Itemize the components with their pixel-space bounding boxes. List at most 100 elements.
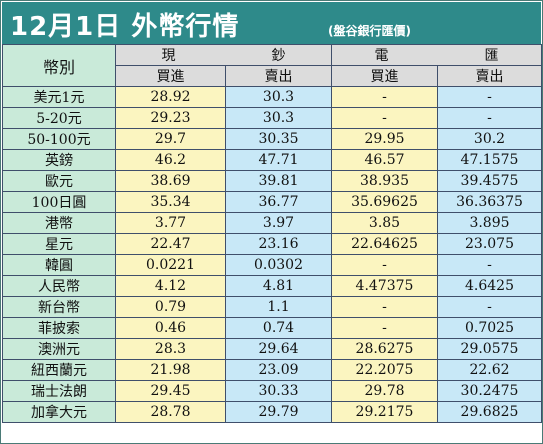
cash-sell-header: 賣出 (225, 65, 332, 87)
cash-sell-value: 47.71 (225, 149, 332, 171)
wire-sell-value: 30.2475 (437, 380, 542, 402)
wire-buy-header: 買進 (331, 65, 438, 87)
wire-buy-value: - (331, 317, 438, 339)
currency-name: 新台幣 (2, 296, 116, 318)
wire-buy-value: 38.935 (331, 170, 438, 192)
cash-sell-value: 30.33 (225, 380, 332, 402)
currency-name: 紐西蘭元 (2, 359, 116, 381)
currency-name: 50-100元 (2, 128, 116, 150)
cash-buy-value: 28.92 (115, 86, 226, 108)
wire-sell-value: 3.895 (437, 212, 542, 234)
cash-sell-value: 29.64 (225, 338, 332, 360)
table-row: 港幣 3.77 3.97 3.85 3.895 (2, 212, 542, 234)
table-row: 100日圓 35.34 36.77 35.69625 36.36375 (2, 191, 542, 213)
table-row: 菲披索 0.46 0.74-0.7025 (2, 317, 542, 339)
wire-sell-value: 29.0575 (437, 338, 542, 360)
wire-group-header: 電匯 (331, 44, 542, 66)
wire-buy-value: 29.78 (331, 380, 438, 402)
wire-sell-value: 47.1575 (437, 149, 542, 171)
wire-buy-value: 22.2075 (331, 359, 438, 381)
wire-buy-value: 35.69625 (331, 191, 438, 213)
wire-buy-value: - (331, 296, 438, 318)
wire-sell-value: 0.7025 (437, 317, 542, 339)
cash-buy-value: 3.77 (115, 212, 226, 234)
page-title: 12月1日 外幣行情 (10, 12, 240, 42)
cash-buy-value: 28.3 (115, 338, 226, 360)
wire-sell-value: - (437, 296, 542, 318)
wire-buy-value: 4.47375 (331, 275, 438, 297)
cash-sell-value: 0.74 (225, 317, 332, 339)
wire-buy-value: 22.64625 (331, 233, 438, 255)
wire-sell-value: 29.6825 (437, 401, 542, 423)
cash-sell-value: 29.79 (225, 401, 332, 423)
cash-buy-value: 29.7 (115, 128, 226, 150)
currency-name: 瑞士法朗 (2, 380, 116, 402)
wire-sell-header: 賣出 (437, 65, 542, 87)
cash-buy-value: 35.34 (115, 191, 226, 213)
cash-sell-value: 39.81 (225, 170, 332, 192)
wire-sell-value: 39.4575 (437, 170, 542, 192)
cash-sell-value: 3.97 (225, 212, 332, 234)
table-row: 英鎊 46.2 47.71 46.57 47.1575 (2, 149, 542, 171)
wire-sell-value: - (437, 86, 542, 108)
wire-sell-value: 4.6425 (437, 275, 542, 297)
cash-buy-value: 0.0221 (115, 254, 226, 276)
wire-sell-value: 30.2 (437, 128, 542, 150)
cash-group-header: 現鈔 (115, 44, 332, 66)
cash-buy-value: 21.98 (115, 359, 226, 381)
cash-buy-value: 0.46 (115, 317, 226, 339)
table-row: 澳洲元 28.3 29.64 28.6275 29.0575 (2, 338, 542, 360)
currency-column-header: 幣別 (2, 44, 116, 87)
group-header-row: 幣別 現鈔 電匯 (2, 44, 542, 87)
cash-buy-value: 38.69 (115, 170, 226, 192)
table-row: 新台幣 0.79 1.1- - (2, 296, 542, 318)
wire-buy-value: 3.85 (331, 212, 438, 234)
table-row: 人民幣 4.12 4.81 4.47375 4.6425 (2, 275, 542, 297)
cash-sell-value: 23.16 (225, 233, 332, 255)
currency-name: 歐元 (2, 170, 116, 192)
cash-sell-value: 23.09 (225, 359, 332, 381)
cash-sell-value: 4.81 (225, 275, 332, 297)
cash-buy-value: 0.79 (115, 296, 226, 318)
exchange-rate-table: 幣別 現鈔 電匯 買進 賣出 買進 賣出 美元1元 28.92 30.3- -5-20… (2, 44, 542, 423)
cash-sell-value: 30.35 (225, 128, 332, 150)
cash-sell-value: 36.77 (225, 191, 332, 213)
table-row: 瑞士法朗 29.45 30.33 29.78 30.2475 (2, 380, 542, 402)
wire-sell-value: 23.075 (437, 233, 542, 255)
currency-name: 英鎊 (2, 149, 116, 171)
currency-name: 港幣 (2, 212, 116, 234)
sub-header-row: 買進 賣出 買進 賣出 (3, 65, 542, 87)
wire-group-char-2: 匯 (484, 48, 499, 64)
table-row: 星元 22.47 23.16 22.64625 23.075 (2, 233, 542, 255)
cash-group-char-1: 現 (161, 48, 176, 64)
cash-buy-value: 29.45 (115, 380, 226, 402)
rate-rows: 美元1元 28.92 30.3- -5-20元 29.23 30.3- -50-100元 29… (2, 86, 542, 423)
table-row: 50-100元 29.7 30.35 29.95 30.2 (2, 128, 542, 150)
wire-sell-value: 22.62 (437, 359, 542, 381)
currency-name: 星元 (2, 233, 116, 255)
wire-buy-value: 28.6275 (331, 338, 438, 360)
currency-name: 菲披索 (2, 317, 116, 339)
cash-sell-value: 0.0302 (225, 254, 332, 276)
table-row: 歐元 38.69 39.81 38.935 39.4575 (2, 170, 542, 192)
cash-buy-value: 46.2 (115, 149, 226, 171)
cash-sell-value: 30.3 (225, 107, 332, 129)
table-row: 紐西蘭元 21.98 23.09 22.2075 22.62 (2, 359, 542, 381)
cash-buy-header: 買進 (115, 65, 226, 87)
title-banner: 12月1日 外幣行情 (盤谷銀行匯價) (2, 2, 541, 44)
wire-group-char-1: 電 (374, 48, 389, 64)
currency-name: 100日圓 (2, 191, 116, 213)
source-label: (盤谷銀行匯價) (328, 24, 411, 38)
wire-buy-value: 29.2175 (331, 401, 438, 423)
wire-sell-value: - (437, 107, 542, 129)
wire-sell-value: 36.36375 (437, 191, 542, 213)
cash-buy-value: 4.12 (115, 275, 226, 297)
wire-buy-value: 46.57 (331, 149, 438, 171)
wire-sell-value: - (437, 254, 542, 276)
table-row: 5-20元 29.23 30.3- - (2, 107, 542, 129)
currency-name: 韓圓 (2, 254, 116, 276)
cash-buy-value: 29.23 (115, 107, 226, 129)
table-row: 加拿大元 28.78 29.79 29.2175 29.6825 (2, 401, 542, 423)
currency-name: 澳洲元 (2, 338, 116, 360)
